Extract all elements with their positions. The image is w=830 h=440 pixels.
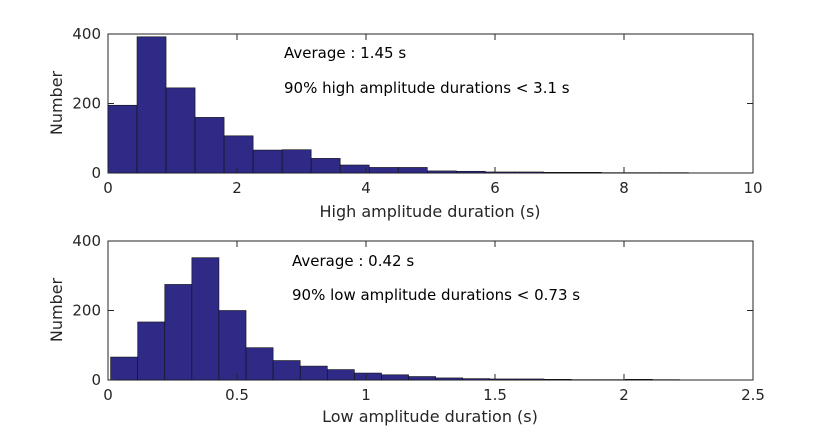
histogram-bar [299,365,328,381]
y-tick-label: 200 [72,95,101,113]
x-tick-label: 2.5 [741,386,765,404]
histogram-bar [543,379,572,381]
histogram-bar [191,257,220,381]
percentile-annotation: 90% high amplitude durations < 3.1 s [284,79,570,97]
x-tick-label: 1.5 [483,386,507,404]
histogram-bar [339,164,370,174]
average-annotation: Average : 1.45 s [284,44,406,62]
x-tick-label: 6 [490,179,500,197]
x-tick-label: 0 [103,179,113,197]
x-tick-label: 2 [232,179,242,197]
histogram-bar [252,149,283,174]
x-axis-label: Low amplitude duration (s) [322,407,538,426]
y-tick-group: 0 200 400 [72,232,753,389]
percentile-annotation: 90% low amplitude durations < 0.73 s [292,286,580,304]
y-axis-label: Number [47,277,66,342]
histogram-bar [164,284,193,381]
histogram-bar [245,347,274,381]
bars-group [110,257,680,381]
histogram-bar [543,172,573,174]
x-tick-label: 0 [103,386,113,404]
histogram-bar [194,117,225,174]
histogram-bar [514,171,544,174]
x-tick-label: 2 [619,386,629,404]
y-tick-label: 200 [72,302,101,320]
x-tick-label: 0.5 [225,386,249,404]
histogram-bar [381,374,409,381]
histogram-bar [110,356,138,381]
average-annotation: Average : 0.42 s [292,252,414,270]
y-tick-label: 400 [72,232,101,250]
y-tick-label: 0 [91,371,101,389]
histogram-bar [435,377,464,381]
high-amplitude-histogram: 0 2 4 6 8 10 0 200 400 High amplitude duration … [47,25,763,221]
x-tick-label: 1 [361,386,371,404]
histogram-bar [368,167,399,174]
y-tick-label: 400 [72,25,101,43]
histogram-bar [165,87,196,174]
histogram-bar [624,379,653,381]
y-tick-group: 0 200 400 [72,25,753,182]
histogram-bar [281,149,312,174]
histogram-bar [485,171,515,174]
histogram-bar [136,36,167,174]
histogram-bar [107,104,138,174]
histogram-bar [272,360,301,381]
histogram-bar [455,170,486,174]
histogram-bar [310,158,341,174]
x-tick-label: 10 [743,179,762,197]
histogram-bar [218,310,247,381]
histogram-bar [354,372,382,381]
low-amplitude-histogram: 0 0.5 1 1.5 2 2.5 0 200 400 Low amplitude durat… [47,232,765,426]
histogram-bar [326,369,355,381]
y-tick-label: 0 [91,164,101,182]
histogram-bar [223,135,254,174]
histogram-bar [462,378,491,381]
histogram-bar [397,167,428,174]
x-tick-label: 4 [361,179,371,197]
histogram-bar [516,378,545,381]
histogram-bar [408,376,436,381]
bars-group [107,36,689,174]
y-axis-label: Number [47,70,66,135]
histogram-bar [572,172,602,174]
histogram-bar [137,321,166,381]
histogram-bar [426,170,457,174]
x-tick-group: 0 0.5 1 1.5 2 2.5 [103,241,765,404]
x-tick-label: 8 [619,179,629,197]
x-tick-group: 0 2 4 6 8 10 [103,34,763,197]
histogram-bar [489,378,518,381]
x-axis-label: High amplitude duration (s) [319,202,540,221]
